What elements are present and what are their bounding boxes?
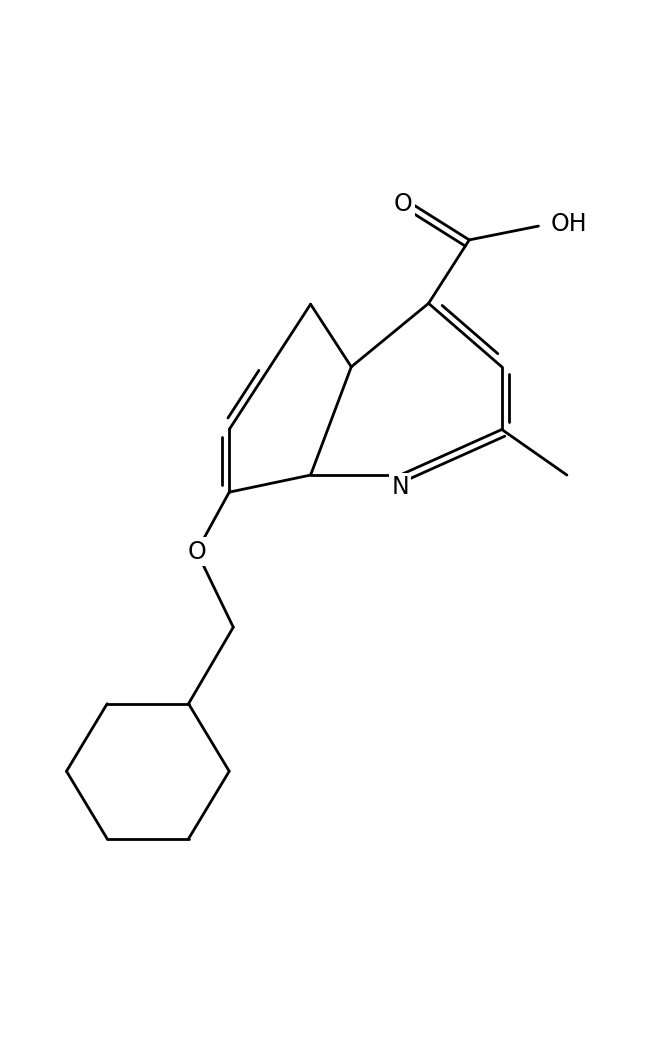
Text: N: N [391, 475, 409, 499]
Text: O: O [393, 192, 412, 216]
Text: O: O [188, 540, 206, 564]
Text: OH: OH [551, 213, 587, 237]
